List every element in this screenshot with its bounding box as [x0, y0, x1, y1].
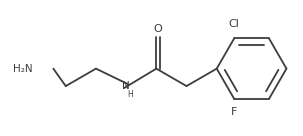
Text: O: O — [154, 24, 162, 34]
Text: F: F — [231, 107, 237, 117]
Text: Cl: Cl — [229, 19, 240, 29]
Text: H: H — [128, 90, 133, 99]
Text: H₂N: H₂N — [13, 64, 33, 74]
Text: N: N — [122, 81, 130, 91]
